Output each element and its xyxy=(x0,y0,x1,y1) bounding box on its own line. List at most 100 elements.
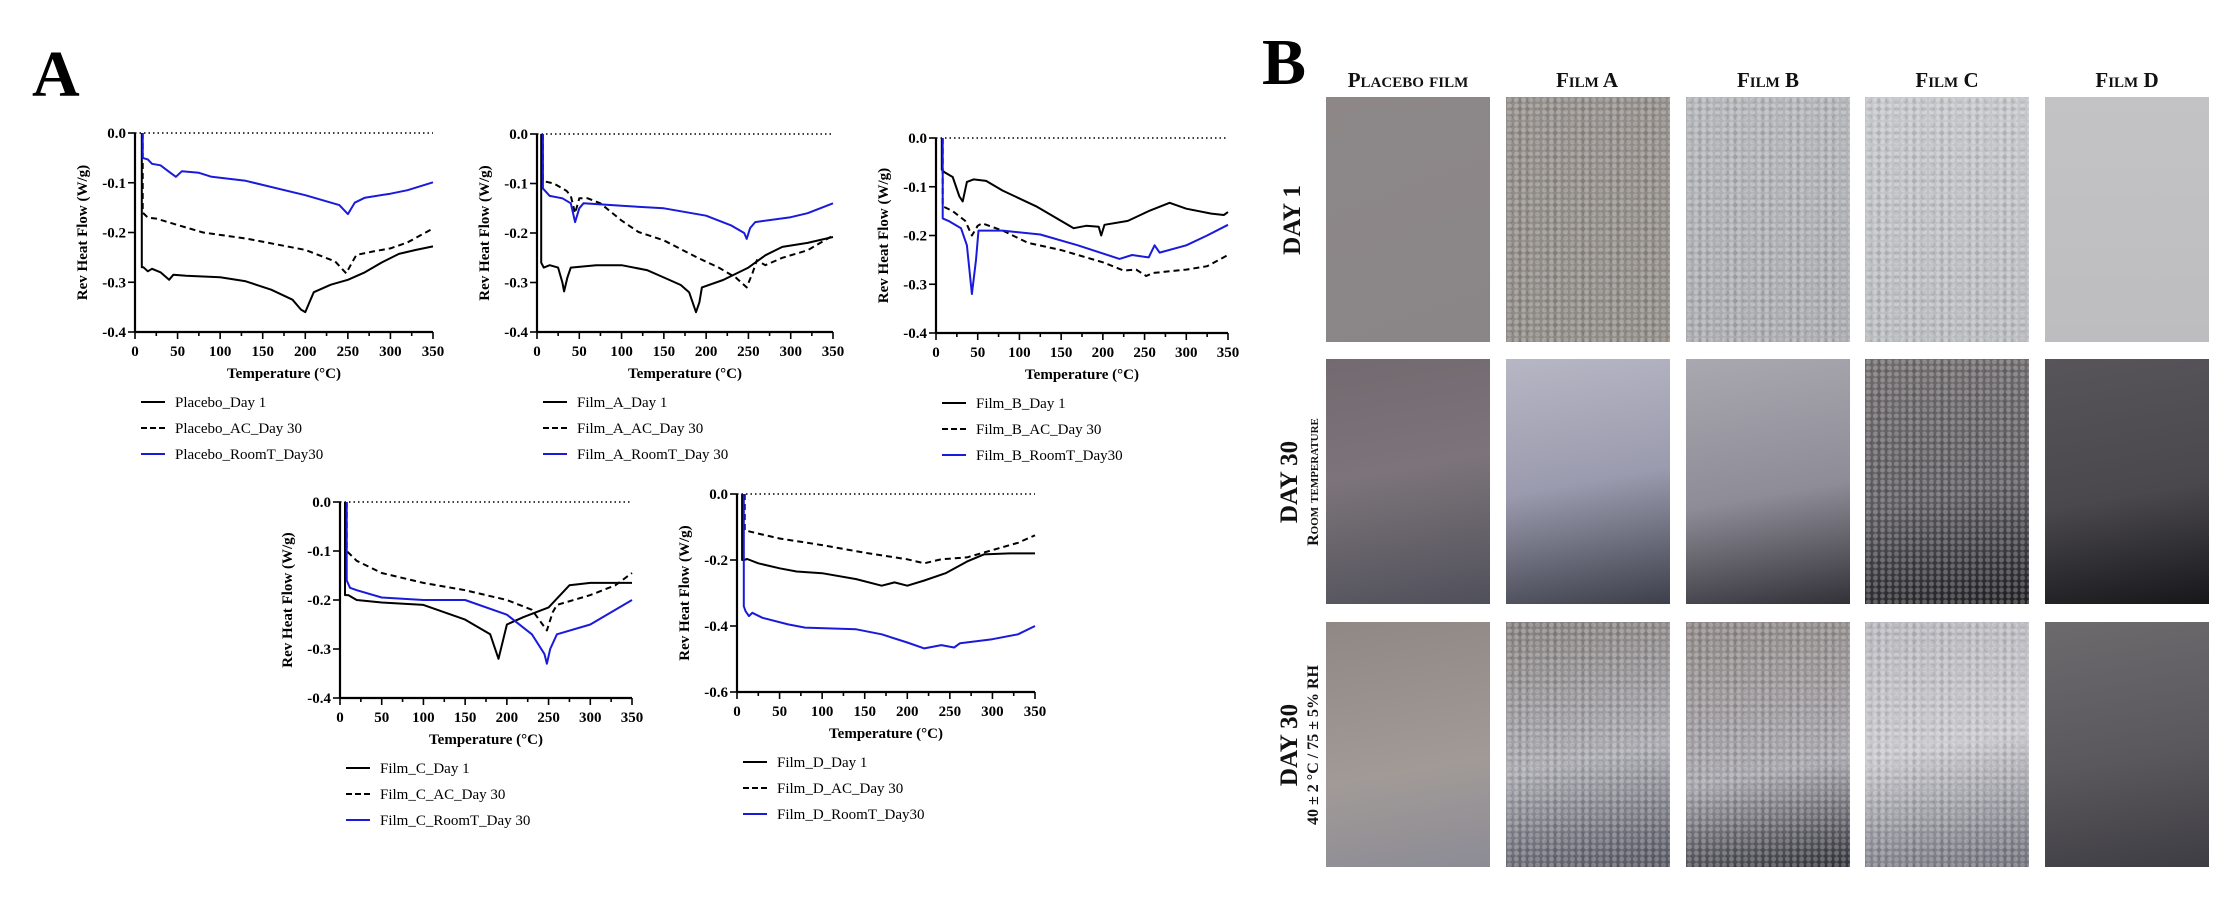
y-axis-title: Rev Heat Flow (W/g) xyxy=(677,525,693,660)
x-axis-title: Temperature (°C) xyxy=(628,366,742,382)
chart-2: 0 50 100 150 200 250 300 350 0.0 -0.1 -0.2 -0.3 -0.4… xyxy=(876,131,1239,464)
y-tick-label: -0.4 xyxy=(903,326,927,342)
x-tick-label: 200 xyxy=(294,344,317,360)
chart-3: 0 50 100 150 200 250 300 350 0.0 -0.1 -0.2 -0.3 -0.4… xyxy=(280,495,643,829)
series-line-film-a-day-1 xyxy=(540,134,834,314)
micrograph-placebo-film-row-3 xyxy=(1326,622,1490,867)
y-tick-label: -0.3 xyxy=(307,642,331,658)
legend-label: Placebo_AC_Day 30 xyxy=(175,421,302,437)
x-tick-label: 100 xyxy=(1008,345,1031,361)
x-tick-label: 50 xyxy=(772,704,787,720)
micrograph-film-b-row-1 xyxy=(1686,97,1850,342)
y-tick-label: 0.0 xyxy=(312,495,331,511)
y-tick-label: -0.1 xyxy=(504,177,528,193)
y-axis-title: Rev Heat Flow (W/g) xyxy=(280,532,296,667)
series-line-film-a-ac-day-30 xyxy=(541,134,834,289)
x-tick-label: 300 xyxy=(779,344,802,360)
column-header-placebo: Placebo film xyxy=(1347,68,1469,92)
x-tick-label: 0 xyxy=(131,344,139,360)
x-tick-label: 50 xyxy=(970,345,985,361)
micrograph-film-b-row-2 xyxy=(1686,359,1850,604)
y-tick-label: -0.1 xyxy=(903,180,927,196)
series-line-film-b-roomt-day30 xyxy=(941,138,1229,295)
x-tick-label: 100 xyxy=(209,344,232,360)
series-line-film-c-ac-day-30 xyxy=(345,502,633,632)
micrograph-film-d-row-3 xyxy=(2045,622,2209,867)
series-line-film-b-ac-day-30 xyxy=(941,138,1229,277)
x-tick-label: 350 xyxy=(621,710,644,726)
x-tick-label: 350 xyxy=(422,344,445,360)
x-tick-label: 350 xyxy=(822,344,845,360)
panel-label-a: A xyxy=(32,38,80,111)
x-tick-label: 200 xyxy=(1092,345,1115,361)
y-tick-label: 0.0 xyxy=(709,487,728,503)
x-tick-label: 50 xyxy=(374,710,389,726)
x-tick-label: 150 xyxy=(251,344,274,360)
legend-label: Film_A_RoomT_Day 30 xyxy=(577,447,728,463)
column-header-film-a: Film A xyxy=(1555,68,1619,92)
y-tick-label: -0.3 xyxy=(504,276,528,292)
micrograph-film-d-row-2 xyxy=(2045,359,2209,604)
x-tick-label: 200 xyxy=(896,704,919,720)
series-line-film-d-roomt-day30 xyxy=(742,494,1036,650)
x-tick-label: 250 xyxy=(337,344,360,360)
row-label-day30-room: DAY 30 Room temperature xyxy=(1276,418,1324,546)
micrograph-film-c-row-3 xyxy=(1865,622,2029,867)
legend-label: Film_C_AC_Day 30 xyxy=(380,787,505,803)
row-label-sub: Room temperature xyxy=(1305,418,1322,546)
y-axis-title: Rev Heat Flow (W/g) xyxy=(477,165,493,300)
legend-label: Film_D_RoomT_Day30 xyxy=(777,807,925,823)
x-tick-label: 200 xyxy=(695,344,718,360)
x-tick-label: 150 xyxy=(853,704,876,720)
x-axis-title: Temperature (°C) xyxy=(1025,367,1139,383)
x-tick-label: 0 xyxy=(932,345,940,361)
x-tick-label: 350 xyxy=(1024,704,1047,720)
y-tick-label: -0.4 xyxy=(102,325,126,341)
legend-label: Placebo_RoomT_Day30 xyxy=(175,447,323,463)
legend-label: Film_D_AC_Day 30 xyxy=(777,781,903,797)
legend-label: Film_B_Day 1 xyxy=(976,396,1066,412)
series-line-film-c-day-1 xyxy=(344,502,632,660)
row-label-sub: 40 ± 2 °C / 75 ± 5% RH xyxy=(1305,665,1322,825)
row-label-day30-accelerated: DAY 30 40 ± 2 °C / 75 ± 5% RH xyxy=(1276,665,1324,825)
legend-label: Film_D_Day 1 xyxy=(777,755,867,771)
legend-label: Film_C_Day 1 xyxy=(380,761,470,777)
row-label-day1: DAY 1 xyxy=(1279,185,1307,255)
x-tick-label: 100 xyxy=(610,344,633,360)
micrograph-film-a-row-3 xyxy=(1506,622,1670,867)
y-tick-label: -0.2 xyxy=(504,226,528,242)
legend-label: Film_A_Day 1 xyxy=(577,395,667,411)
micrograph-film-a-row-1 xyxy=(1506,97,1670,342)
x-tick-label: 200 xyxy=(496,710,519,726)
legend-label: Film_B_AC_Day 30 xyxy=(976,422,1101,438)
y-tick-label: -0.2 xyxy=(307,593,331,609)
x-tick-label: 100 xyxy=(811,704,834,720)
x-tick-label: 250 xyxy=(737,344,760,360)
x-tick-label: 250 xyxy=(939,704,962,720)
column-header-film-d: Film D xyxy=(2095,68,2159,92)
x-tick-label: 0 xyxy=(336,710,344,726)
x-tick-label: 0 xyxy=(733,704,741,720)
micrograph-film-c-row-2 xyxy=(1865,359,2029,604)
chart-0: 0 50 100 150 200 250 300 350 0.0 -0.1 -0.2 -0.3 -0.4… xyxy=(75,126,444,463)
x-tick-label: 50 xyxy=(170,344,185,360)
column-header-film-c: Film C xyxy=(1915,68,1979,92)
x-tick-label: 300 xyxy=(981,704,1004,720)
micrograph-film-c-row-1 xyxy=(1865,97,2029,342)
micrograph-film-d-row-1 xyxy=(2045,97,2209,342)
y-tick-label: -0.4 xyxy=(307,691,331,707)
y-axis-title: Rev Heat Flow (W/g) xyxy=(75,165,91,300)
x-tick-label: 150 xyxy=(1050,345,1073,361)
x-tick-label: 150 xyxy=(454,710,477,726)
y-tick-label: 0.0 xyxy=(908,131,927,147)
x-tick-label: 350 xyxy=(1217,345,1240,361)
y-tick-label: -0.1 xyxy=(307,544,331,560)
x-tick-label: 300 xyxy=(379,344,402,360)
chart-1: 0 50 100 150 200 250 300 350 0.0 -0.1 -0.2 -0.3 -0.4… xyxy=(477,127,844,463)
y-tick-label: -0.2 xyxy=(903,229,927,245)
series-line-placebo-ac-day-30 xyxy=(141,133,434,275)
x-tick-label: 300 xyxy=(1175,345,1198,361)
micrograph-film-b-row-3 xyxy=(1686,622,1850,867)
x-axis-title: Temperature (°C) xyxy=(829,726,943,742)
row-label-main: DAY 30 xyxy=(1276,703,1303,787)
